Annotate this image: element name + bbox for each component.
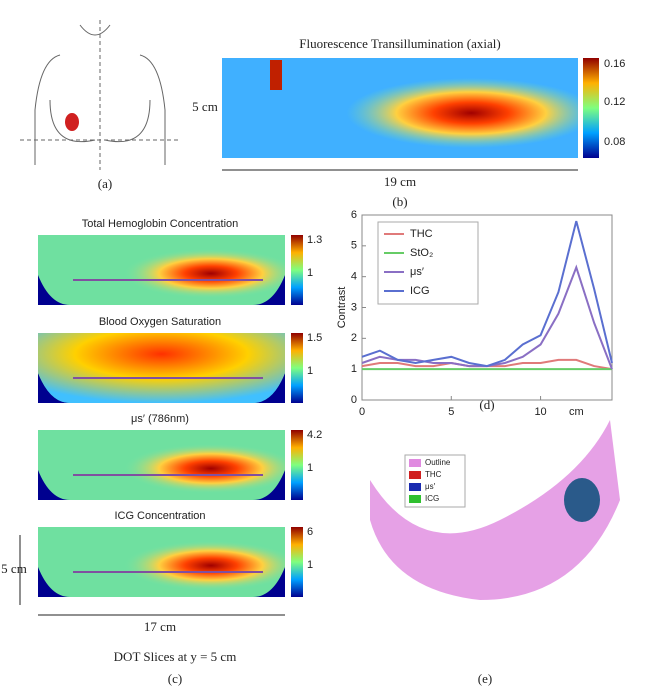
colorbar	[291, 527, 303, 597]
colorbar-tick: 1.3	[307, 234, 322, 246]
colorbar	[583, 58, 599, 158]
dimension-label: 5 cm	[1, 561, 27, 576]
hot-spot	[38, 235, 285, 305]
panel-label: (a)	[98, 176, 112, 191]
colorbar-tick: 1	[307, 365, 313, 377]
heatmap	[38, 430, 285, 500]
legend-swatch	[409, 459, 421, 467]
colorbar	[291, 333, 303, 403]
colorbar-tick: 1	[307, 462, 313, 474]
x-axis-label: cm	[569, 406, 584, 418]
x-tick-label: 10	[534, 406, 546, 418]
hot-spot	[38, 527, 285, 597]
dimension-label: 17 cm	[144, 619, 176, 634]
legend-swatch	[409, 471, 421, 479]
slices: Total Hemoglobin Concentration 1.3 1 Blood …	[38, 218, 322, 597]
icg-region	[564, 478, 600, 522]
x-tick-label: 0	[359, 406, 365, 418]
legend-label: μs′	[425, 482, 436, 491]
legend-label: THC	[410, 228, 433, 240]
y-axis-label: Contrast	[336, 287, 348, 329]
colorbar	[291, 235, 303, 305]
heatmap	[38, 235, 285, 305]
x-tick-label: 5	[448, 406, 454, 418]
heatmap	[38, 527, 285, 597]
figure: (a) Fluorescence Transillumination (axia…	[0, 0, 650, 689]
legend: Outline THC μs′ ICG	[405, 455, 465, 507]
line-chart: 0 1 2 3 4 5 6 0 5 10 cm Contrast (d) THC StO₂ μs′ ICG	[336, 209, 612, 418]
panel-label: (e)	[478, 671, 492, 686]
legend-label: Outline	[425, 458, 451, 467]
colorbar-tick: 4.2	[307, 429, 322, 441]
heatmap	[222, 58, 578, 158]
y-tick-label: 2	[351, 332, 357, 344]
colorbar-tick: 0.12	[604, 96, 625, 108]
panel-label: (b)	[392, 194, 407, 209]
y-tick-label: 3	[351, 301, 357, 313]
heatmap-body	[38, 527, 285, 597]
legend-label: StO₂	[410, 247, 433, 259]
heatmap-body	[38, 333, 285, 403]
legend-swatch	[409, 483, 421, 491]
y-tick-label: 0	[351, 394, 357, 406]
panel-label: (d)	[479, 397, 494, 412]
slice-title: Total Hemoglobin Concentration	[82, 218, 239, 230]
colorbar-tick: 0.16	[604, 58, 625, 70]
colorbar-tick: 1.5	[307, 332, 322, 344]
colorbar-tick: 1	[307, 267, 313, 279]
panel-label: (c)	[168, 671, 182, 686]
legend-label: ICG	[410, 285, 430, 297]
dimension-label: 19 cm	[384, 174, 416, 189]
slice-title: ICG Concentration	[114, 510, 205, 522]
legend-swatch	[409, 495, 421, 503]
legend-label: THC	[425, 470, 442, 479]
caption: DOT Slices at y = 5 cm	[114, 649, 237, 664]
tumor-marker	[65, 113, 79, 131]
hot-spot	[38, 430, 285, 500]
colorbar-tick: 0.08	[604, 136, 625, 148]
heatmap	[38, 333, 285, 403]
colorbar	[291, 430, 303, 500]
torso-sketch	[20, 20, 180, 170]
y-tick-label: 1	[351, 363, 357, 375]
y-tick-label: 5	[351, 240, 357, 252]
heatmap-body	[38, 235, 285, 305]
legend-label: μs′	[410, 266, 424, 278]
slice-title: Blood Oxygen Saturation	[99, 316, 221, 328]
hot-spot	[38, 333, 285, 403]
panel-title: Fluorescence Transillumination (axial)	[299, 36, 500, 51]
dimension-label: 5 cm	[192, 99, 218, 114]
y-tick-label: 6	[351, 209, 357, 221]
slice-title: μs′ (786nm)	[131, 413, 189, 425]
y-tick-label: 4	[351, 271, 357, 283]
colorbar-tick: 6	[307, 526, 313, 538]
colorbar-tick: 1	[307, 559, 313, 571]
heatmap-body	[38, 430, 285, 500]
legend-label: ICG	[425, 494, 439, 503]
